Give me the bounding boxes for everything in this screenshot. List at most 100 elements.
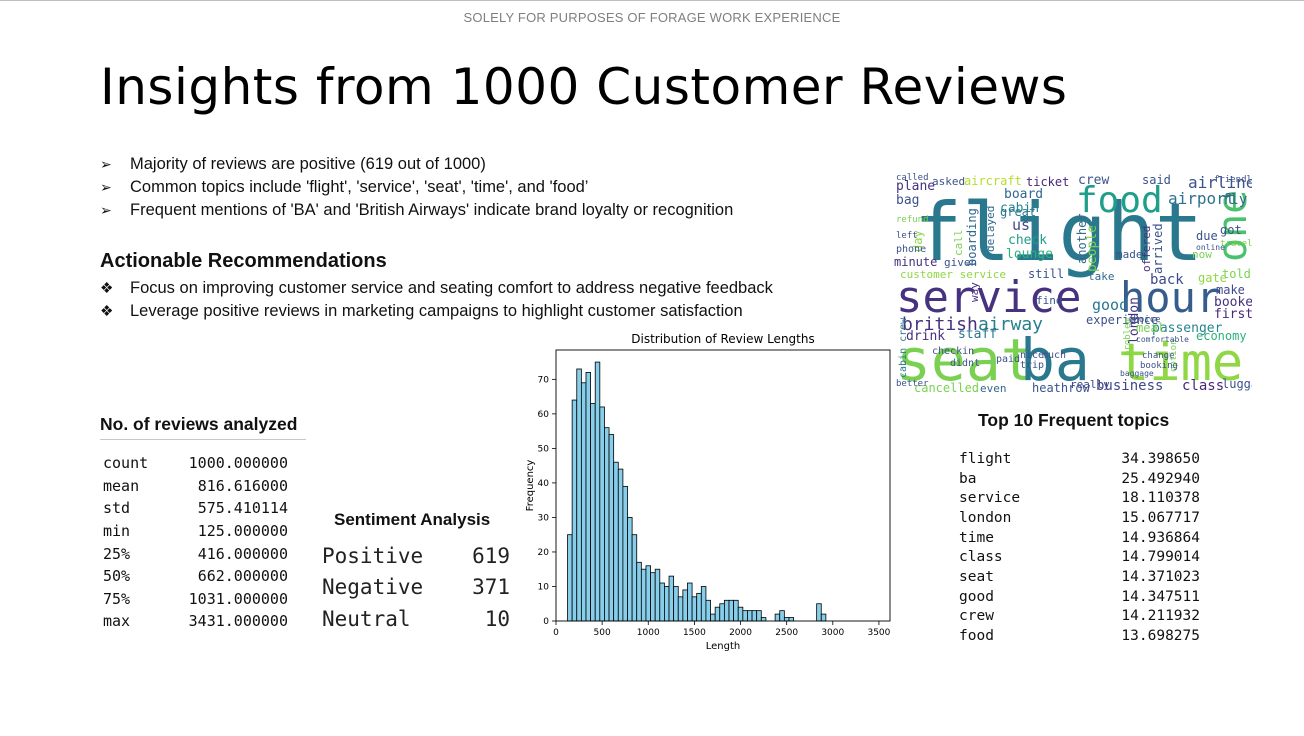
x-tick-label: 500 <box>594 628 611 638</box>
recommendation-item: ❖ Focus on improving customer service and… <box>100 277 773 300</box>
word-cloud-word: didnt <box>950 358 980 369</box>
table-row: 25% 416.000000 <box>100 542 288 565</box>
y-tick-label: 10 <box>538 582 550 592</box>
topic-word: good <box>959 588 994 605</box>
y-tick-label: 50 <box>538 444 550 454</box>
histogram-bar <box>654 568 661 622</box>
word-cloud-word: told <box>1222 267 1251 281</box>
word-cloud-word: way <box>968 282 981 302</box>
word-cloud-word: travel <box>1220 239 1252 249</box>
word-cloud-word: heathrow <box>1032 381 1091 395</box>
sentiment-heading: Sentiment Analysis <box>334 510 491 529</box>
insight-item: ➢ Frequent mentions of 'BA' and 'British … <box>100 199 733 222</box>
stat-value: 816.616000 <box>197 476 288 495</box>
stat-value: 3431.000000 <box>188 612 288 631</box>
word-cloud-word: boarding <box>965 208 979 266</box>
histogram-bar <box>571 399 578 622</box>
recommendation-text: Focus on improving customer service and … <box>130 279 773 297</box>
word-cloud-word: now <box>1192 248 1212 261</box>
histogram-bar <box>779 610 785 622</box>
histogram-bar <box>756 610 762 622</box>
word-cloud-word: trip <box>1020 360 1044 371</box>
histogram-bar <box>728 599 735 622</box>
word-cloud-word: phone <box>896 244 926 255</box>
insight-item: ➢ Majority of reviews are positive (619 o… <box>100 153 733 176</box>
y-tick-label: 70 <box>538 375 550 385</box>
y-axis-label: Frequency <box>525 460 536 512</box>
histogram-bar <box>673 586 679 622</box>
word-cloud-word: bag <box>896 193 919 208</box>
x-tick-label: 2000 <box>729 628 752 638</box>
plot-frame <box>555 349 891 622</box>
topic-word: seat <box>959 568 994 585</box>
stat-key: 25% <box>103 544 131 563</box>
x-tick-label: 3000 <box>821 628 844 638</box>
insight-text: Common topics include 'flight', 'service… <box>130 178 589 196</box>
stat-key: max <box>103 612 131 631</box>
histogram-bar <box>590 403 596 622</box>
word-cloud-word: back <box>1150 272 1184 288</box>
word-cloud-word: asked <box>932 175 965 188</box>
word-cloud-word: seat <box>896 326 1036 394</box>
word-cloud-word: food <box>1076 180 1163 221</box>
stat-value: 1031.000000 <box>188 589 288 608</box>
word-cloud-word: offered <box>1140 226 1153 272</box>
diamond-bullet-icon: ❖ <box>100 303 114 320</box>
word-cloud-word: friendly <box>1214 175 1252 185</box>
histogram-bar <box>645 565 651 622</box>
sentiment-label: Positive <box>322 543 424 568</box>
histogram-bar <box>816 603 822 622</box>
word-cloud-word: time <box>1118 333 1243 393</box>
histogram-bar <box>636 561 642 622</box>
stat-value: 662.000000 <box>197 567 288 586</box>
chart-title: Distribution of Review Lengths <box>631 332 814 346</box>
word-cloud-word: check <box>1008 233 1047 248</box>
stat-key: min <box>103 522 131 541</box>
topics-table: flight 34.398650 ba 25.492940 service 18.11… <box>959 449 1200 646</box>
histogram-bar <box>774 613 781 622</box>
stat-value: 575.410114 <box>197 499 288 518</box>
histogram-bar <box>668 575 675 622</box>
topic-score: 13.698275 <box>1121 628 1200 645</box>
topic-score: 14.936864 <box>1121 529 1200 546</box>
topic-score: 25.492940 <box>1121 470 1200 487</box>
table-row: std 575.410114 <box>100 497 288 520</box>
topic-word: food <box>959 628 994 645</box>
word-cloud-word: british <box>902 314 978 335</box>
stats-heading: No. of reviews analyzed <box>100 414 306 440</box>
histogram-bar <box>580 382 587 622</box>
word-cloud-word: hour <box>1120 273 1221 322</box>
histogram-bar <box>604 427 610 622</box>
stat-value: 1000.000000 <box>188 454 288 473</box>
word-cloud-word: choice <box>1128 315 1161 325</box>
topics-heading: Top 10 Frequent topics <box>978 410 1170 430</box>
topic-score: 14.347511 <box>1121 588 1200 605</box>
topic-score: 14.799014 <box>1121 549 1200 566</box>
word-cloud-word: cancelled <box>914 381 979 395</box>
topic-score: 14.371023 <box>1121 568 1200 585</box>
word-cloud-word: great <box>1000 205 1036 219</box>
topic-score: 14.211932 <box>1121 608 1200 625</box>
word-cloud-word: made <box>1116 248 1143 261</box>
histogram-bar <box>710 613 716 622</box>
sentiment-count: 10 <box>484 606 510 631</box>
word-cloud-word: crew <box>1078 173 1109 188</box>
word-cloud-word: really <box>1070 378 1110 391</box>
word-cloud-word: even <box>980 382 1007 395</box>
word-cloud-word: airport <box>1168 189 1235 208</box>
word-cloud-word: ticket <box>1026 175 1069 189</box>
histogram-bar <box>677 596 684 622</box>
histogram-bar <box>567 534 573 622</box>
table-row: Neutral 10 <box>322 603 510 635</box>
word-cloud-word: aircraft <box>964 174 1022 188</box>
histogram-bar <box>576 368 582 622</box>
arrow-bullet-icon: ➢ <box>100 156 112 172</box>
histogram-bar <box>650 572 656 622</box>
topic-word: crew <box>959 608 994 625</box>
word-cloud-word: better <box>896 379 929 389</box>
histogram-bar <box>682 589 688 622</box>
x-tick-label: 2500 <box>775 628 798 638</box>
word-cloud-word: luggage <box>1222 377 1252 391</box>
y-tick-label: 40 <box>538 479 550 489</box>
word-cloud-word: ba <box>1020 326 1090 394</box>
